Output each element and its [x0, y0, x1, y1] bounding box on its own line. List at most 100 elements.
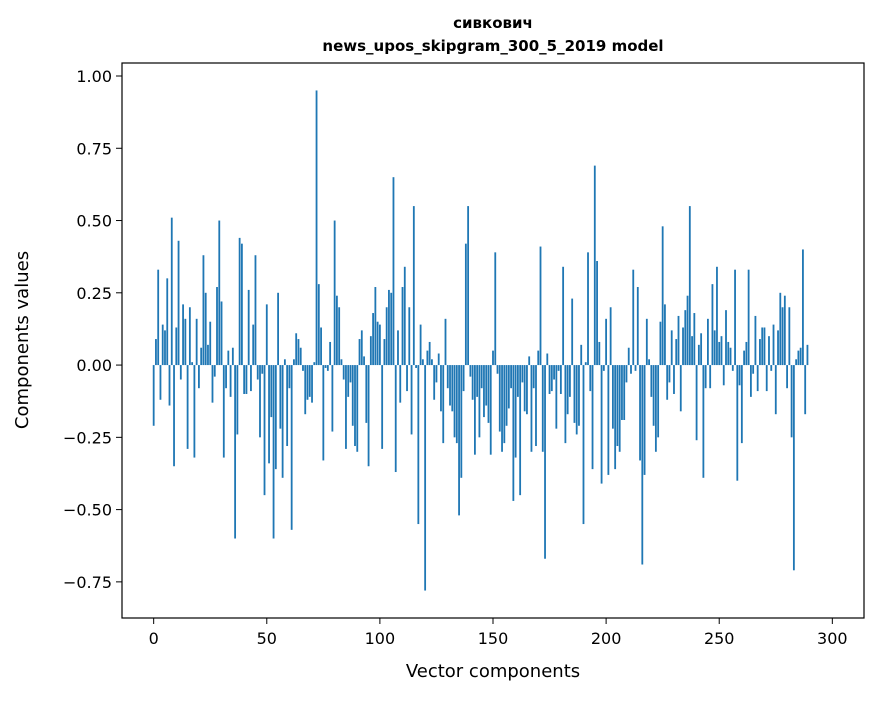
- bar: [295, 333, 298, 366]
- bar: [412, 206, 415, 366]
- bar: [686, 295, 689, 366]
- bar: [342, 365, 345, 380]
- bar: [548, 365, 551, 394]
- bar: [311, 365, 313, 403]
- bar: [421, 359, 424, 366]
- bar: [272, 365, 275, 539]
- bar: [320, 327, 322, 366]
- bar: [415, 365, 417, 368]
- bar-series: [152, 90, 809, 591]
- bar: [496, 365, 499, 374]
- bar: [372, 313, 375, 366]
- bar: [492, 350, 494, 366]
- bar: [159, 365, 162, 400]
- bar: [582, 365, 585, 525]
- bar: [315, 90, 318, 366]
- x-tick-label: 150: [478, 629, 509, 648]
- bar: [428, 341, 431, 366]
- bar: [634, 365, 637, 371]
- x-tick-label: 200: [591, 629, 622, 648]
- bar: [806, 344, 809, 366]
- bar: [503, 365, 506, 444]
- bar: [211, 365, 214, 403]
- bar: [788, 307, 791, 366]
- bar: [474, 365, 476, 455]
- bar: [476, 365, 479, 397]
- bar: [152, 365, 155, 426]
- bar: [747, 269, 750, 366]
- bar: [745, 341, 748, 366]
- plot-frame: [121, 62, 865, 619]
- bar: [286, 365, 289, 447]
- x-tick-label: 0: [149, 629, 159, 648]
- bar: [512, 365, 515, 501]
- bar: [227, 350, 230, 366]
- bar: [410, 365, 413, 435]
- bar: [471, 365, 474, 400]
- bar: [625, 365, 628, 383]
- bar: [338, 307, 341, 366]
- x-tick-label: 300: [817, 629, 848, 648]
- y-tick-label: 0.25: [76, 284, 112, 303]
- bar: [390, 292, 393, 366]
- bar: [783, 295, 786, 366]
- bar: [243, 365, 246, 394]
- bar: [519, 365, 522, 496]
- bar: [632, 269, 635, 366]
- bar: [654, 365, 657, 452]
- bar: [220, 301, 223, 366]
- bar: [584, 362, 587, 366]
- bar: [489, 365, 492, 455]
- bar: [535, 365, 537, 447]
- bar: [308, 365, 311, 397]
- bar: [270, 365, 273, 418]
- bar: [182, 304, 184, 366]
- bar: [790, 365, 793, 438]
- bar: [313, 362, 316, 366]
- bar: [385, 307, 388, 366]
- bar: [537, 350, 540, 366]
- bar: [478, 365, 481, 438]
- bar: [569, 365, 571, 397]
- bar: [700, 333, 703, 366]
- bar: [562, 266, 565, 366]
- bar: [510, 365, 512, 389]
- bar: [229, 365, 232, 397]
- bar: [661, 226, 664, 366]
- bar: [559, 365, 562, 394]
- bar: [578, 365, 580, 426]
- bar: [265, 304, 268, 366]
- bar: [643, 365, 646, 475]
- y-tick-label: 0.75: [76, 139, 112, 158]
- bar: [779, 292, 782, 366]
- bar: [177, 240, 180, 366]
- y-tick-label: −0.25: [63, 428, 112, 447]
- bar: [367, 365, 370, 467]
- bar: [299, 347, 302, 366]
- bar: [507, 365, 510, 409]
- bar: [641, 365, 644, 565]
- bar: [711, 284, 714, 366]
- bar: [383, 339, 386, 366]
- bar: [716, 266, 718, 366]
- bar: [573, 365, 576, 423]
- bar: [356, 365, 359, 452]
- bar: [593, 165, 596, 366]
- bar: [639, 365, 641, 461]
- bar: [240, 243, 243, 366]
- bar: [682, 327, 684, 366]
- chart-title-line1: сивкович: [453, 14, 533, 32]
- bar: [245, 365, 248, 394]
- bar: [589, 365, 592, 392]
- bar: [575, 365, 578, 435]
- bar: [297, 339, 300, 366]
- bar: [329, 341, 332, 366]
- bar: [324, 365, 327, 368]
- bar: [435, 365, 438, 383]
- bar: [381, 365, 384, 449]
- bar: [781, 307, 784, 366]
- bar: [188, 307, 191, 366]
- bar: [378, 324, 381, 366]
- bar: [722, 365, 725, 386]
- bar: [795, 359, 798, 366]
